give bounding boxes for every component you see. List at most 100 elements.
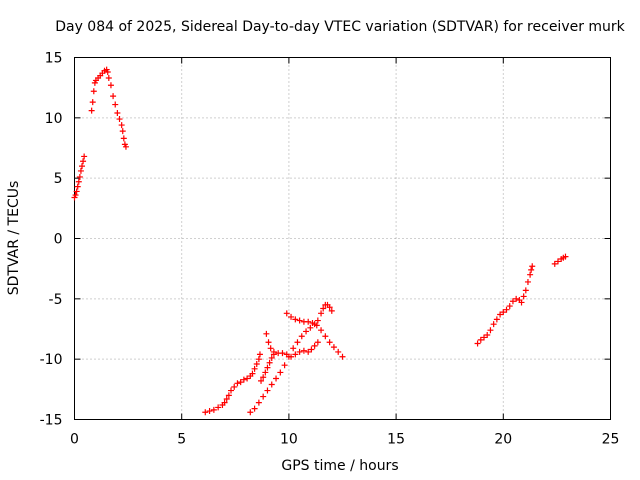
x-tick-label: 20 [494, 432, 512, 448]
data-point [237, 379, 244, 386]
y-axis-label: SDTVAR / TECUs [6, 181, 22, 296]
data-point [81, 153, 88, 160]
data-point [318, 310, 325, 317]
data-point [529, 263, 536, 270]
data-point [268, 354, 275, 361]
data-point [255, 399, 262, 406]
data-point [318, 327, 325, 334]
data-point [228, 387, 235, 394]
data-point [497, 311, 504, 318]
data-point [73, 188, 80, 195]
data-point [335, 348, 342, 355]
data-point [244, 375, 251, 382]
y-tick-label: 15 [45, 51, 63, 67]
data-point [474, 340, 481, 347]
y-tick-label: 5 [54, 171, 63, 187]
data-point [119, 128, 126, 135]
data-points [71, 66, 569, 416]
data-point [105, 75, 112, 82]
data-point [513, 295, 520, 302]
data-point [490, 321, 497, 328]
data-point [231, 383, 238, 390]
y-tick-label: -10 [40, 352, 63, 368]
data-point [210, 406, 217, 413]
y-tick-label: -15 [40, 413, 63, 429]
data-point [215, 404, 222, 411]
x-tick-label: 0 [70, 432, 79, 448]
y-tick-label: 10 [45, 111, 63, 127]
data-point [296, 317, 303, 324]
data-point [303, 328, 310, 335]
data-point [308, 346, 315, 353]
data-point [122, 143, 129, 150]
data-point [114, 110, 121, 117]
data-point [268, 381, 275, 388]
data-point [89, 99, 96, 106]
data-point [258, 377, 265, 384]
data-point [255, 356, 262, 363]
data-point [110, 93, 117, 100]
data-point [292, 316, 299, 323]
data-point [279, 350, 286, 357]
data-point [264, 364, 271, 371]
data-point [551, 260, 558, 267]
data-point [80, 158, 87, 165]
data-point [262, 369, 269, 376]
data-point [120, 135, 127, 142]
x-tick-label: 5 [177, 432, 186, 448]
tick-labels: 0 5 10 15 20 25 -15 -10 -5 0 5 10 15 [40, 51, 620, 448]
data-point [328, 307, 335, 314]
data-point [206, 408, 213, 415]
data-point [554, 258, 561, 265]
data-point [314, 339, 321, 346]
x-axis-label: GPS time / hours [281, 458, 398, 474]
data-point [264, 387, 271, 394]
data-point [528, 266, 535, 273]
data-point [277, 369, 284, 376]
data-point [75, 178, 82, 185]
data-point [298, 333, 305, 340]
x-tick-label: 25 [602, 432, 620, 448]
data-point [202, 409, 209, 416]
data-point [314, 317, 321, 324]
data-point [294, 339, 301, 346]
data-point [320, 305, 327, 312]
data-point [503, 306, 510, 313]
data-point [118, 122, 125, 129]
data-point [247, 409, 254, 416]
data-point [88, 107, 95, 114]
data-point [330, 344, 337, 351]
data-point [487, 327, 494, 334]
data-point [506, 303, 513, 310]
grid [74, 57, 611, 420]
data-point [562, 253, 569, 260]
data-point [112, 101, 119, 108]
data-point [266, 359, 273, 366]
data-point [74, 183, 81, 190]
data-point [76, 173, 83, 180]
data-point [518, 299, 525, 306]
x-tick-label: 10 [280, 432, 298, 448]
data-point [72, 192, 79, 199]
data-point [307, 324, 314, 331]
data-point [527, 271, 534, 278]
data-point [305, 348, 312, 355]
chart-title: Day 084 of 2025, Sidereal Day-to-day VTE… [55, 19, 625, 35]
data-point [339, 353, 346, 360]
data-point [500, 309, 507, 316]
data-point [283, 351, 290, 358]
data-point [477, 336, 484, 343]
data-point [290, 345, 297, 352]
data-point [251, 365, 258, 372]
data-point [270, 348, 277, 355]
data-point [311, 342, 318, 349]
data-point [288, 313, 295, 320]
data-point [240, 376, 247, 383]
data-point [305, 318, 312, 325]
data-point [300, 347, 307, 354]
data-point [283, 310, 290, 317]
data-point [481, 334, 488, 341]
plot-frame [74, 57, 611, 420]
data-point [77, 167, 84, 174]
data-point [509, 298, 516, 305]
